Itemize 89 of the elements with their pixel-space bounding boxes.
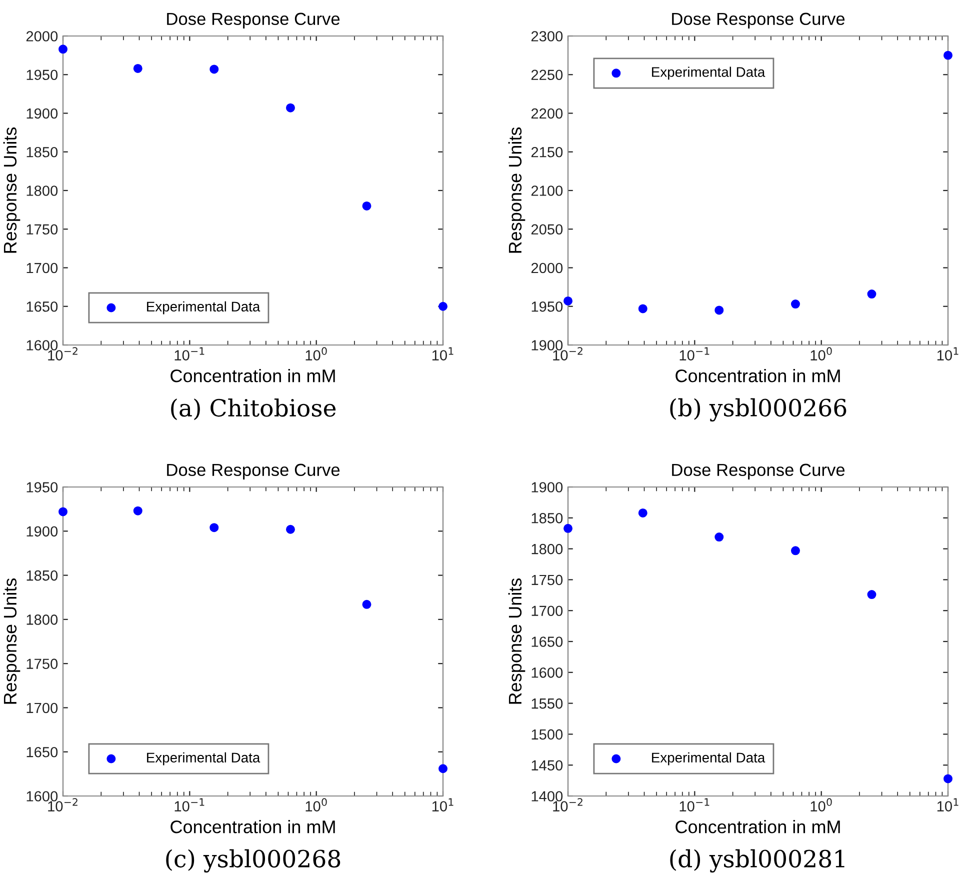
point: [714, 306, 724, 315]
point: [438, 764, 448, 774]
y-axis-title: Response Units: [508, 578, 526, 704]
point: [867, 590, 876, 600]
y-tick-label: 2100: [531, 186, 563, 196]
y-tick-label: 1800: [532, 544, 563, 554]
text: (d) ysbl000281: [670, 849, 844, 872]
x-tick-label: 10$^{−1}$: [680, 798, 710, 812]
point: [286, 524, 295, 534]
point: [714, 532, 724, 542]
y-tick-label: 1900: [532, 482, 563, 492]
chart-title: Dose Response Curve: [167, 12, 340, 28]
y-tick-label: 1500: [532, 729, 563, 740]
y-tick-label: 1850: [26, 146, 58, 158]
y-tick-label: 1850: [532, 513, 563, 524]
x-axis-title: Concentration in mM: [170, 820, 335, 834]
point: [438, 302, 448, 311]
legend-label: Experimental Data: [652, 752, 766, 766]
point: [210, 64, 219, 74]
x-axis-title: Concentration in mM: [676, 369, 840, 382]
y-tick-label: 1950: [26, 70, 58, 80]
legend-label: Experimental Data: [652, 66, 766, 80]
y-tick-label: 1650: [26, 746, 58, 758]
point: [286, 103, 295, 112]
y-tick-label: 2300: [531, 31, 563, 42]
x-tick-label: 10$^{1}$: [937, 798, 958, 812]
x-tick-label: 10$^{1}$: [432, 798, 454, 812]
point: [867, 290, 876, 299]
point: [133, 64, 142, 73]
chart-title: Dose Response Curve: [672, 12, 845, 28]
point: [564, 524, 572, 533]
y-tick-label: 1650: [26, 301, 58, 312]
x-tick-label: 10$^{1}$: [432, 347, 454, 360]
point: [790, 300, 800, 309]
y-axis-title: Response Units: [508, 127, 526, 253]
chart-title: Dose Response Curve: [672, 464, 845, 480]
y-tick-label: 2000: [531, 262, 563, 274]
legend-label: Experimental Data: [147, 752, 260, 766]
text: (a) Chitobiose: [171, 398, 336, 420]
y-tick-label: 1750: [26, 658, 58, 669]
point: [210, 523, 219, 532]
x-tick-label: 10$^{0}$: [810, 347, 832, 360]
text: (b) ysbl000266: [670, 398, 846, 422]
y-tick-label: 1850: [26, 570, 58, 581]
y-tick-label: 1800: [26, 186, 58, 196]
y-tick-label: 2050: [531, 224, 563, 235]
chart-title: Dose Response Curve: [167, 464, 340, 480]
y-axis-title: Response Units: [3, 578, 20, 704]
y-tick-label: 1700: [532, 606, 563, 616]
point: [58, 507, 68, 516]
point: [790, 546, 800, 556]
y-tick-label: 1900: [26, 108, 58, 119]
y-tick-label: 1800: [26, 614, 58, 625]
y-tick-label: 2200: [531, 108, 563, 119]
y-tick-label: 1700: [26, 702, 58, 714]
point: [362, 201, 372, 210]
y-tick-label: 1900: [26, 526, 58, 537]
x-tick-label: 10$^{0}$: [810, 798, 832, 812]
y-tick-label: 1750: [26, 224, 58, 235]
x-tick-label: 10$^{−1}$: [174, 347, 204, 360]
x-tick-label: 10$^{0}$: [306, 798, 327, 812]
y-tick-label: 2250: [531, 70, 563, 80]
y-tick-label: 1750: [532, 574, 563, 586]
x-tick-label: 10$^{0}$: [306, 347, 327, 360]
point: [944, 50, 952, 60]
x-tick-label: 10$^{−1}$: [680, 347, 710, 360]
y-tick-label: 1450: [532, 760, 563, 771]
point: [564, 296, 572, 306]
point: [58, 44, 68, 54]
y-tick-label: 1600: [532, 668, 563, 678]
text: (c) ysbl000268: [166, 849, 340, 872]
y-tick-label: 1650: [532, 636, 563, 647]
y-tick-label: 2000: [26, 31, 58, 42]
y-axis-title: Response Units: [3, 127, 20, 253]
x-axis-title: Concentration in mM: [170, 369, 335, 382]
legend-label: Experimental Data: [147, 301, 260, 314]
y-tick-label: 1550: [532, 698, 563, 709]
y-tick-label: 1950: [532, 301, 563, 312]
y-tick-label: 1700: [26, 262, 58, 274]
point: [638, 508, 648, 518]
y-tick-label: 1950: [26, 482, 58, 492]
point: [638, 304, 648, 314]
point: [133, 506, 142, 516]
x-axis-title: Concentration in mM: [676, 820, 840, 834]
x-tick-label: 10$^{−1}$: [174, 798, 204, 812]
point: [944, 774, 952, 784]
y-tick-label: 2150: [531, 146, 563, 158]
point: [362, 600, 372, 609]
x-tick-label: 10$^{1}$: [937, 347, 958, 360]
